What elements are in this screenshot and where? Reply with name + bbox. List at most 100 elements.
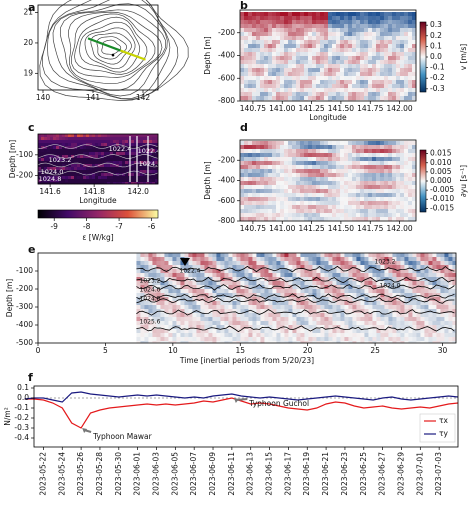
heat-cell (140, 277, 145, 282)
heat-cell (348, 313, 353, 318)
heat-cell (376, 48, 381, 53)
heat-cell (71, 146, 75, 150)
heat-cell (216, 309, 221, 314)
heat-cell (176, 253, 181, 258)
heat-cell (304, 281, 309, 286)
heat-cell (176, 313, 181, 318)
heat-cell (152, 325, 157, 330)
heat-cell (143, 158, 147, 162)
heat-cell (256, 60, 261, 65)
heat-cell (140, 143, 144, 147)
heat-cell (412, 329, 417, 334)
heat-cell (268, 217, 273, 222)
heat-cell (352, 72, 357, 77)
heat-cell (320, 84, 325, 89)
heat-cell (68, 140, 72, 144)
heat-cell (280, 309, 285, 314)
heat-cell (280, 217, 285, 222)
y-axis-label: N/m² (3, 407, 12, 425)
heat-cell (408, 213, 413, 218)
heat-cell (156, 253, 161, 258)
heat-cell (276, 80, 281, 85)
heat-cell (324, 205, 329, 210)
heat-cell (224, 261, 229, 266)
heat-cell (324, 96, 329, 101)
heat-cell (252, 40, 257, 45)
heat-cell (248, 153, 253, 158)
heat-cell (268, 337, 273, 342)
heat-cell (360, 60, 365, 65)
heat-cell (364, 153, 369, 158)
heat-cell (440, 261, 445, 266)
heat-cell (388, 92, 393, 97)
heat-cell (292, 161, 297, 166)
heat-cell (248, 285, 253, 290)
heat-cell (104, 149, 108, 153)
heat-cell (320, 289, 325, 294)
heat-cell (360, 28, 365, 33)
heat-cell (184, 273, 189, 278)
heat-cell (284, 56, 289, 61)
heat-cell (268, 329, 273, 334)
heat-cell (53, 140, 57, 144)
heat-cell (134, 161, 138, 165)
heat-cell (248, 213, 253, 218)
velocity-heatmap (136, 253, 457, 344)
heat-cell (240, 16, 245, 21)
heat-cell (348, 269, 353, 274)
heat-cell (348, 265, 353, 270)
heat-cell (376, 12, 381, 17)
heat-cell (260, 84, 265, 89)
heat-cell (288, 28, 293, 33)
heat-cell (188, 293, 193, 298)
heat-cell (380, 309, 385, 314)
heat-cell (288, 16, 293, 21)
heat-cell (404, 265, 409, 270)
heat-cell (276, 40, 281, 45)
heat-cell (196, 329, 201, 334)
heat-cell (232, 289, 237, 294)
heat-cell (53, 149, 57, 153)
heat-cell (38, 152, 42, 156)
heat-cell (284, 313, 289, 318)
heat-cell (324, 157, 329, 162)
heat-cell (360, 265, 365, 270)
heat-cell (328, 80, 333, 85)
heat-cell (332, 64, 337, 69)
heat-cell (268, 40, 273, 45)
heat-cell (368, 84, 373, 89)
heat-cell (119, 179, 123, 183)
heat-cell (268, 72, 273, 77)
heat-cell (372, 76, 377, 81)
heat-cell (336, 189, 341, 194)
heat-cell (136, 329, 141, 334)
heat-cell (304, 88, 309, 93)
heat-cell (268, 20, 273, 25)
heat-cell (380, 76, 385, 81)
heat-cell (332, 169, 337, 174)
heat-cell (224, 305, 229, 310)
heat-cell (304, 317, 309, 322)
heat-cell (240, 301, 245, 306)
heat-cell (340, 269, 345, 274)
heat-cell (204, 329, 209, 334)
heat-cell (348, 173, 353, 178)
heat-cell (308, 281, 313, 286)
heat-cell (396, 261, 401, 266)
heat-cell (412, 56, 417, 61)
heat-cell (110, 155, 114, 159)
heat-cell (452, 261, 457, 266)
heat-cell (400, 80, 405, 85)
heat-cell (336, 257, 341, 262)
heat-cell (44, 164, 48, 168)
heat-cell (272, 72, 277, 77)
heat-cell (436, 265, 441, 270)
heat-cell (156, 313, 161, 318)
heat-cell (424, 309, 429, 314)
heat-cell (380, 325, 385, 330)
heat-cell (396, 269, 401, 274)
heat-cell (336, 201, 341, 206)
heat-cell (252, 305, 257, 310)
heat-cell (316, 80, 321, 85)
heat-cell (216, 297, 221, 302)
